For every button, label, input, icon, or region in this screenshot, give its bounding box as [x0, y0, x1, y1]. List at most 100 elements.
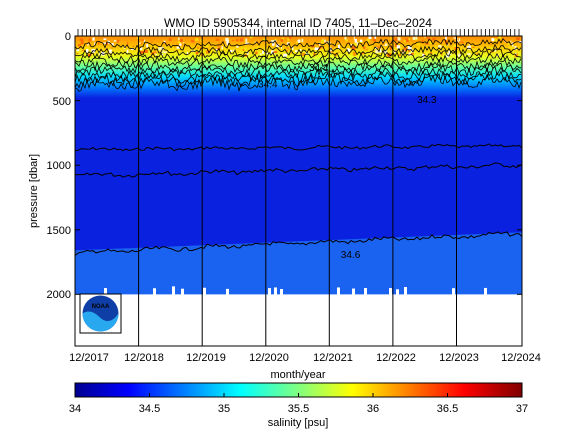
x-tick-2017: 12/2017 [69, 352, 109, 364]
speckle [281, 37, 284, 40]
speckle [263, 38, 267, 42]
speckle [377, 50, 382, 53]
speckle [165, 41, 168, 46]
speckle [103, 42, 107, 44]
speckle [453, 44, 457, 48]
speckle [242, 49, 246, 51]
speckle [87, 53, 92, 57]
x-tick-2020: 12/2020 [249, 352, 289, 364]
speckle [472, 46, 475, 48]
speckle [141, 39, 145, 41]
speckle [346, 48, 351, 52]
speckle [350, 51, 354, 55]
speckle [426, 37, 431, 40]
speckle [197, 46, 200, 49]
y-tick-1500: 1500 [47, 225, 71, 237]
profile-gap [226, 288, 229, 299]
y-tick-2000: 2000 [47, 289, 71, 301]
speckle [195, 52, 199, 55]
speckle [399, 45, 402, 47]
speckle [395, 36, 398, 38]
speckle [459, 41, 462, 43]
speckle [515, 37, 520, 41]
speckle [226, 40, 229, 44]
speckle [305, 51, 308, 56]
contour-label-3: 34.6 [341, 250, 361, 261]
profile-gap [452, 288, 455, 299]
speckle [217, 44, 221, 47]
speckle [411, 53, 414, 55]
speckle [396, 45, 401, 49]
speckle [453, 37, 458, 39]
x-tick-2018: 12/2018 [124, 352, 164, 364]
speckle [314, 48, 318, 51]
profile-gap [352, 288, 355, 299]
speckle [110, 50, 112, 55]
speckle [256, 46, 259, 49]
speckle [468, 44, 471, 46]
speckle [262, 50, 265, 54]
surface-contour [75, 62, 522, 80]
speckle [458, 38, 461, 42]
speckle [179, 43, 182, 46]
speckle [244, 47, 247, 52]
speckle [163, 40, 166, 44]
speckle [168, 38, 172, 41]
speckle [187, 51, 190, 54]
speckle [379, 48, 382, 51]
speckle [84, 46, 89, 51]
speckle [448, 50, 450, 55]
speckle [384, 41, 387, 44]
profile-gap [274, 287, 277, 298]
speckle [409, 44, 412, 46]
speckle [467, 53, 471, 56]
speckle [191, 39, 194, 43]
speckle [209, 49, 212, 54]
colorbar-tick-34: 34 [69, 403, 81, 415]
speckle [512, 45, 514, 48]
profile-gap [203, 287, 206, 298]
speckle [82, 50, 85, 52]
speckle [361, 51, 365, 55]
speckle [374, 36, 377, 39]
speckle [446, 53, 450, 55]
surface-contour [75, 58, 521, 74]
y-tick-0: 0 [65, 31, 71, 43]
speckle [252, 37, 254, 41]
speckle [373, 37, 376, 42]
speckle [383, 43, 387, 47]
plot-frame [74, 35, 523, 347]
speckle [76, 49, 80, 52]
speckle [389, 46, 392, 51]
speckle [354, 38, 358, 43]
speckle [408, 49, 410, 53]
speckle [106, 42, 108, 46]
speckle [140, 50, 144, 54]
speckle [511, 46, 514, 50]
speckle [332, 37, 334, 41]
speckle [514, 52, 517, 55]
speckle [295, 38, 298, 41]
speckle [368, 36, 372, 40]
speckle [397, 37, 401, 41]
speckle [255, 51, 258, 55]
speckle [427, 51, 430, 56]
speckle [143, 39, 146, 43]
speckle [287, 37, 290, 41]
speckle [454, 36, 458, 38]
speckle [141, 43, 143, 45]
speckle [352, 37, 355, 40]
speckle [130, 51, 134, 56]
speckle [467, 45, 471, 50]
speckle [407, 46, 412, 50]
speckle [338, 51, 340, 54]
speckle [508, 46, 512, 50]
speckle [225, 37, 229, 42]
speckle [176, 46, 181, 49]
speckle [149, 39, 154, 43]
surface-contour [75, 37, 522, 51]
speckle [369, 46, 372, 49]
speckle [429, 41, 432, 45]
speckle [153, 49, 157, 53]
